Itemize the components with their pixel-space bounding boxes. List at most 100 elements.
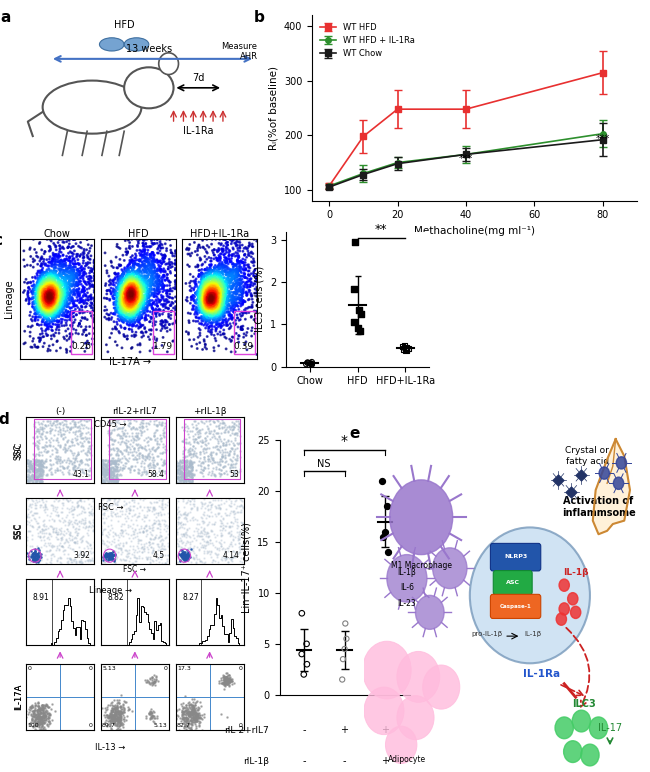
Point	[42, 509, 53, 521]
Point	[101, 459, 112, 471]
Point	[66, 274, 77, 286]
Point	[110, 308, 120, 320]
Point	[191, 422, 202, 434]
Point	[128, 308, 138, 320]
Point	[200, 432, 210, 445]
Point	[62, 300, 72, 313]
Point	[43, 309, 53, 321]
Point	[89, 281, 99, 293]
Point	[107, 705, 117, 717]
Point	[152, 233, 162, 245]
Point	[226, 286, 237, 298]
Point	[201, 305, 211, 317]
Point	[47, 448, 57, 460]
Point	[37, 712, 47, 724]
Point	[70, 459, 80, 472]
Point	[111, 709, 122, 722]
Point	[203, 296, 214, 309]
Point	[179, 508, 190, 520]
Point	[196, 298, 206, 310]
Point	[40, 288, 50, 300]
Point	[144, 458, 154, 470]
Point	[45, 280, 55, 293]
Point	[142, 303, 152, 316]
Point	[144, 513, 155, 526]
Point	[89, 293, 99, 305]
Point	[43, 269, 53, 281]
Point	[55, 263, 65, 276]
Point	[64, 276, 74, 288]
Point	[103, 313, 114, 326]
Point	[44, 275, 54, 287]
Point	[127, 543, 138, 555]
Point	[210, 296, 220, 308]
Point	[38, 307, 48, 320]
Point	[119, 303, 129, 315]
Point	[182, 462, 192, 475]
Point	[98, 551, 109, 564]
Point	[217, 266, 228, 279]
Point	[42, 278, 53, 290]
Point	[39, 271, 49, 283]
Point	[243, 265, 254, 277]
Point	[184, 260, 194, 273]
Point	[206, 465, 216, 477]
Point	[133, 274, 144, 286]
Point	[125, 274, 136, 286]
Point	[126, 284, 136, 296]
Point	[29, 554, 40, 567]
Point	[64, 553, 75, 565]
Point	[166, 246, 177, 259]
Point	[23, 457, 34, 469]
Point	[111, 713, 121, 725]
Point	[174, 548, 184, 560]
Title: (-): (-)	[55, 407, 65, 416]
Point	[70, 300, 81, 312]
Point	[125, 293, 135, 306]
Point	[207, 494, 218, 506]
Point	[129, 496, 140, 508]
Point	[109, 549, 120, 561]
Point	[123, 268, 133, 280]
Point	[111, 458, 121, 470]
Point	[230, 278, 240, 290]
Point	[179, 473, 189, 486]
Point	[142, 256, 153, 268]
Point	[148, 709, 159, 722]
Point	[26, 462, 36, 475]
Point	[101, 277, 111, 290]
Point	[127, 449, 137, 461]
Point	[187, 472, 197, 485]
Point	[183, 547, 194, 559]
Point	[230, 319, 240, 331]
Point	[79, 516, 90, 529]
Point	[186, 723, 196, 736]
Point	[194, 283, 204, 296]
Point	[35, 701, 46, 713]
Point	[239, 272, 250, 284]
Point	[26, 462, 36, 474]
Point	[107, 709, 117, 721]
Point	[109, 267, 120, 279]
Point	[125, 438, 135, 451]
Point	[237, 306, 248, 319]
Point	[116, 435, 127, 448]
Point	[208, 287, 218, 300]
Point	[31, 469, 41, 481]
Point	[202, 307, 212, 320]
Point	[46, 290, 57, 303]
Point	[216, 515, 226, 527]
Point	[32, 293, 43, 306]
Point	[147, 275, 157, 287]
Point	[197, 273, 207, 286]
Point	[46, 285, 57, 297]
Point	[142, 305, 152, 317]
Point	[179, 424, 190, 436]
Point	[116, 302, 127, 314]
Point	[124, 276, 134, 289]
Point	[29, 708, 39, 720]
Point	[72, 300, 82, 312]
Point	[128, 295, 138, 307]
Point	[237, 294, 248, 306]
Point	[25, 283, 35, 296]
